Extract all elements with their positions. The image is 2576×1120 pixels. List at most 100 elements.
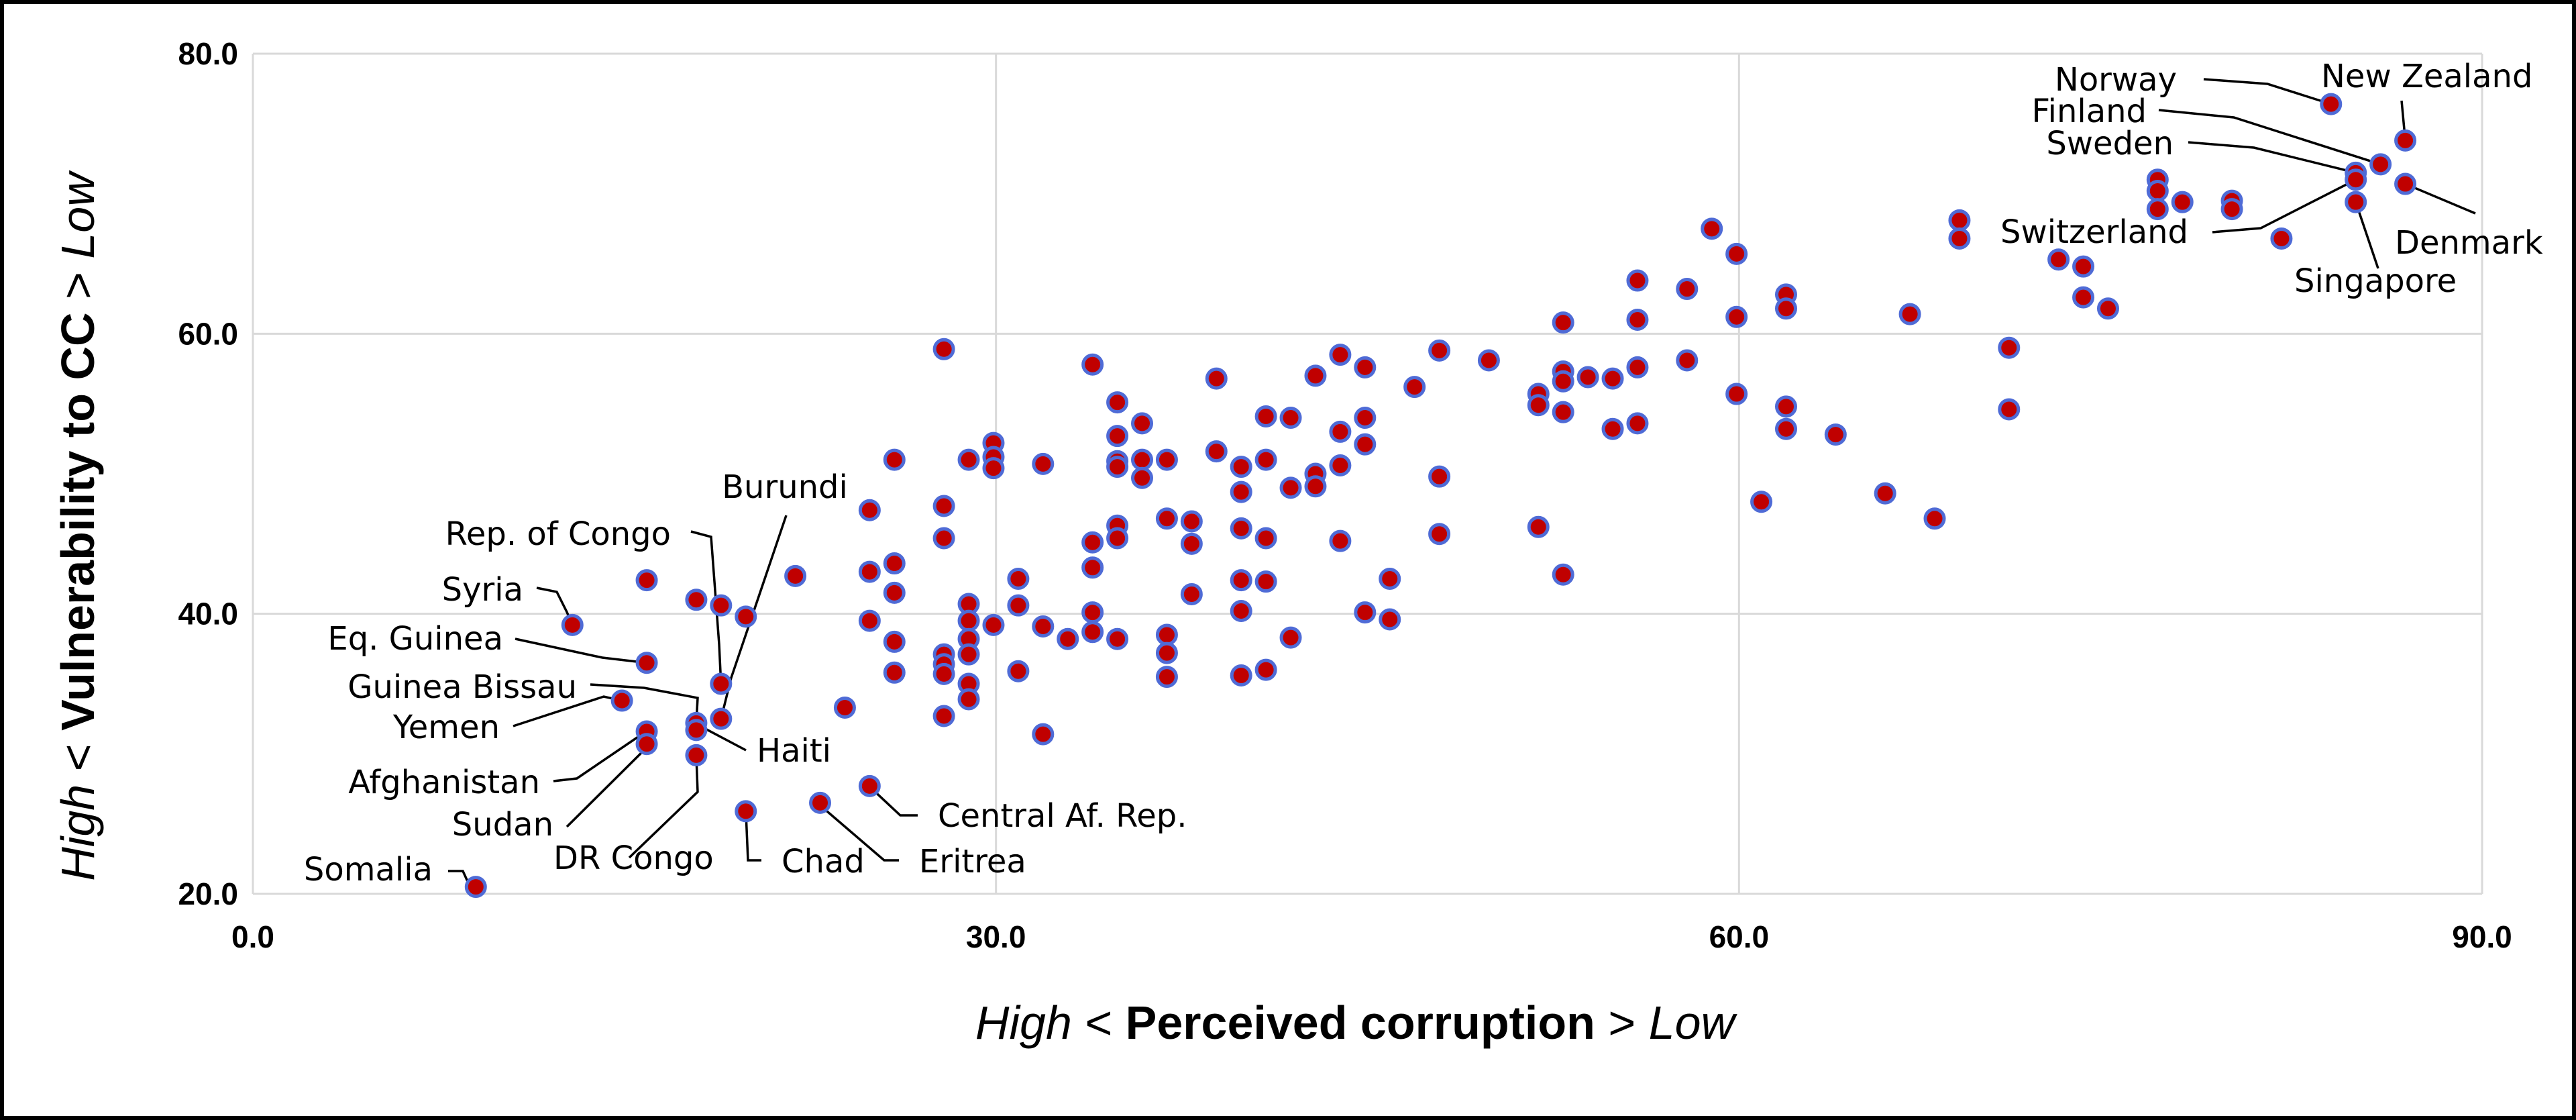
- annotation-leader-0: [2203, 78, 2332, 105]
- annotation-leader-10: [515, 638, 647, 664]
- data-point-41: [957, 688, 980, 711]
- data-point-18: [833, 696, 856, 719]
- data-point-102: [1354, 601, 1377, 624]
- annotation-label-19: Central Af. Rep.: [938, 797, 1187, 835]
- data-point-27: [883, 661, 906, 684]
- data-point-131: [1750, 491, 1773, 513]
- data-point-76: [1205, 367, 1228, 390]
- annotation-label-11: Guinea Bissau: [347, 668, 577, 706]
- y-axis-title-gt: >: [52, 259, 104, 313]
- annotation-label-20: Somalia: [304, 851, 433, 888]
- data-point-79: [1230, 480, 1252, 503]
- data-point-149: [2146, 179, 2169, 202]
- data-point-89: [1279, 407, 1302, 429]
- data-point-144: [2047, 248, 2070, 271]
- data-point-20: [858, 560, 881, 583]
- x-axis-title-lt: <: [1072, 997, 1126, 1049]
- annotation-label-0: Norway: [2055, 61, 2177, 99]
- data-point-137: [1874, 482, 1896, 505]
- data-point-82: [1230, 599, 1252, 622]
- data-point-7: [685, 589, 708, 611]
- data-point-98: [1329, 529, 1352, 552]
- data-point-88: [1254, 658, 1277, 681]
- annotation-leader-11: [590, 683, 699, 723]
- data-point-122: [1626, 308, 1649, 331]
- data-point-57: [1081, 621, 1104, 644]
- x-tick-label-2: 60.0: [1709, 919, 1770, 954]
- data-point-29: [932, 495, 955, 517]
- data-point-52: [1057, 627, 1079, 650]
- data-point-123: [1626, 356, 1649, 378]
- y-axis-title-lt: <: [52, 731, 104, 784]
- tick-labels: 20.0 40.0 60.0 80.0 0.0 30.0 60.0 90.0: [178, 36, 2512, 954]
- data-point-24: [883, 552, 906, 575]
- data-point-28: [932, 338, 955, 360]
- data-point-141: [1948, 227, 1971, 250]
- annotation-label-2: Finland: [2031, 93, 2147, 130]
- data-point-5: [635, 733, 658, 756]
- data-point-69: [1155, 507, 1178, 530]
- data-point-101: [1354, 433, 1377, 456]
- data-point-34: [932, 705, 955, 727]
- data-point-125: [1676, 278, 1699, 301]
- data-point-10: [685, 744, 708, 766]
- data-point-91: [1279, 626, 1302, 649]
- data-point-55: [1081, 556, 1104, 579]
- data-point-30: [932, 527, 955, 550]
- data-point-117: [1552, 563, 1574, 586]
- x-axis-title-gt: >: [1595, 997, 1649, 1049]
- annotation-label-10: Eq. Guinea: [327, 620, 503, 658]
- data-point-13: [710, 707, 733, 730]
- data-point-75: [1180, 582, 1203, 605]
- data-point-37: [957, 609, 980, 632]
- x-tick-label-0: 0.0: [231, 919, 274, 954]
- data-point-151: [2171, 191, 2194, 213]
- data-point-45: [982, 613, 1005, 636]
- data-point-6: [635, 569, 658, 592]
- data-point-107: [1428, 465, 1451, 488]
- data-point-73: [1180, 510, 1203, 533]
- data-point-94: [1304, 475, 1327, 498]
- data-point-133: [1774, 297, 1797, 320]
- data-point-158: [2345, 191, 2367, 213]
- data-point-65: [1131, 412, 1154, 435]
- data-point-63: [1106, 527, 1129, 550]
- data-point-86: [1254, 527, 1277, 550]
- data-point-106: [1428, 339, 1451, 362]
- annotation-label-14: Afghanistan: [348, 764, 540, 801]
- data-point-142: [1998, 336, 2021, 359]
- data-point-127: [1701, 217, 1723, 240]
- data-point-150: [2146, 198, 2169, 221]
- data-point-9: [685, 719, 708, 742]
- data-point-72: [1155, 666, 1178, 689]
- data-point-108: [1428, 523, 1451, 546]
- annotation-label-8: Rep. of Congo: [445, 515, 671, 553]
- data-point-161: [2394, 172, 2417, 195]
- data-point-11: [710, 594, 733, 617]
- data-point-129: [1725, 305, 1748, 328]
- data-point-22: [858, 774, 881, 797]
- annotation-label-6: Singapore: [2294, 262, 2457, 300]
- annotation-label-18: Eritrea: [919, 843, 1026, 880]
- data-point-157: [2345, 168, 2367, 191]
- data-point-126: [1676, 349, 1699, 372]
- data-point-68: [1155, 448, 1178, 471]
- data-point-0: [464, 876, 487, 899]
- data-point-146: [2072, 286, 2095, 309]
- data-point-1: [561, 613, 584, 636]
- data-point-136: [1824, 423, 1847, 446]
- annotation-leader-2: [2158, 109, 2381, 166]
- data-point-134: [1774, 395, 1797, 418]
- x-axis-title-main: Perceived corruption: [1126, 997, 1595, 1049]
- data-point-109: [1477, 349, 1500, 372]
- data-point-81: [1230, 569, 1252, 592]
- data-point-47: [1007, 594, 1030, 617]
- annotation-leader-8: [690, 530, 722, 684]
- data-point-54: [1081, 531, 1104, 554]
- data-point-119: [1601, 367, 1624, 390]
- data-point-12: [710, 672, 733, 695]
- data-point-140: [1948, 209, 1971, 232]
